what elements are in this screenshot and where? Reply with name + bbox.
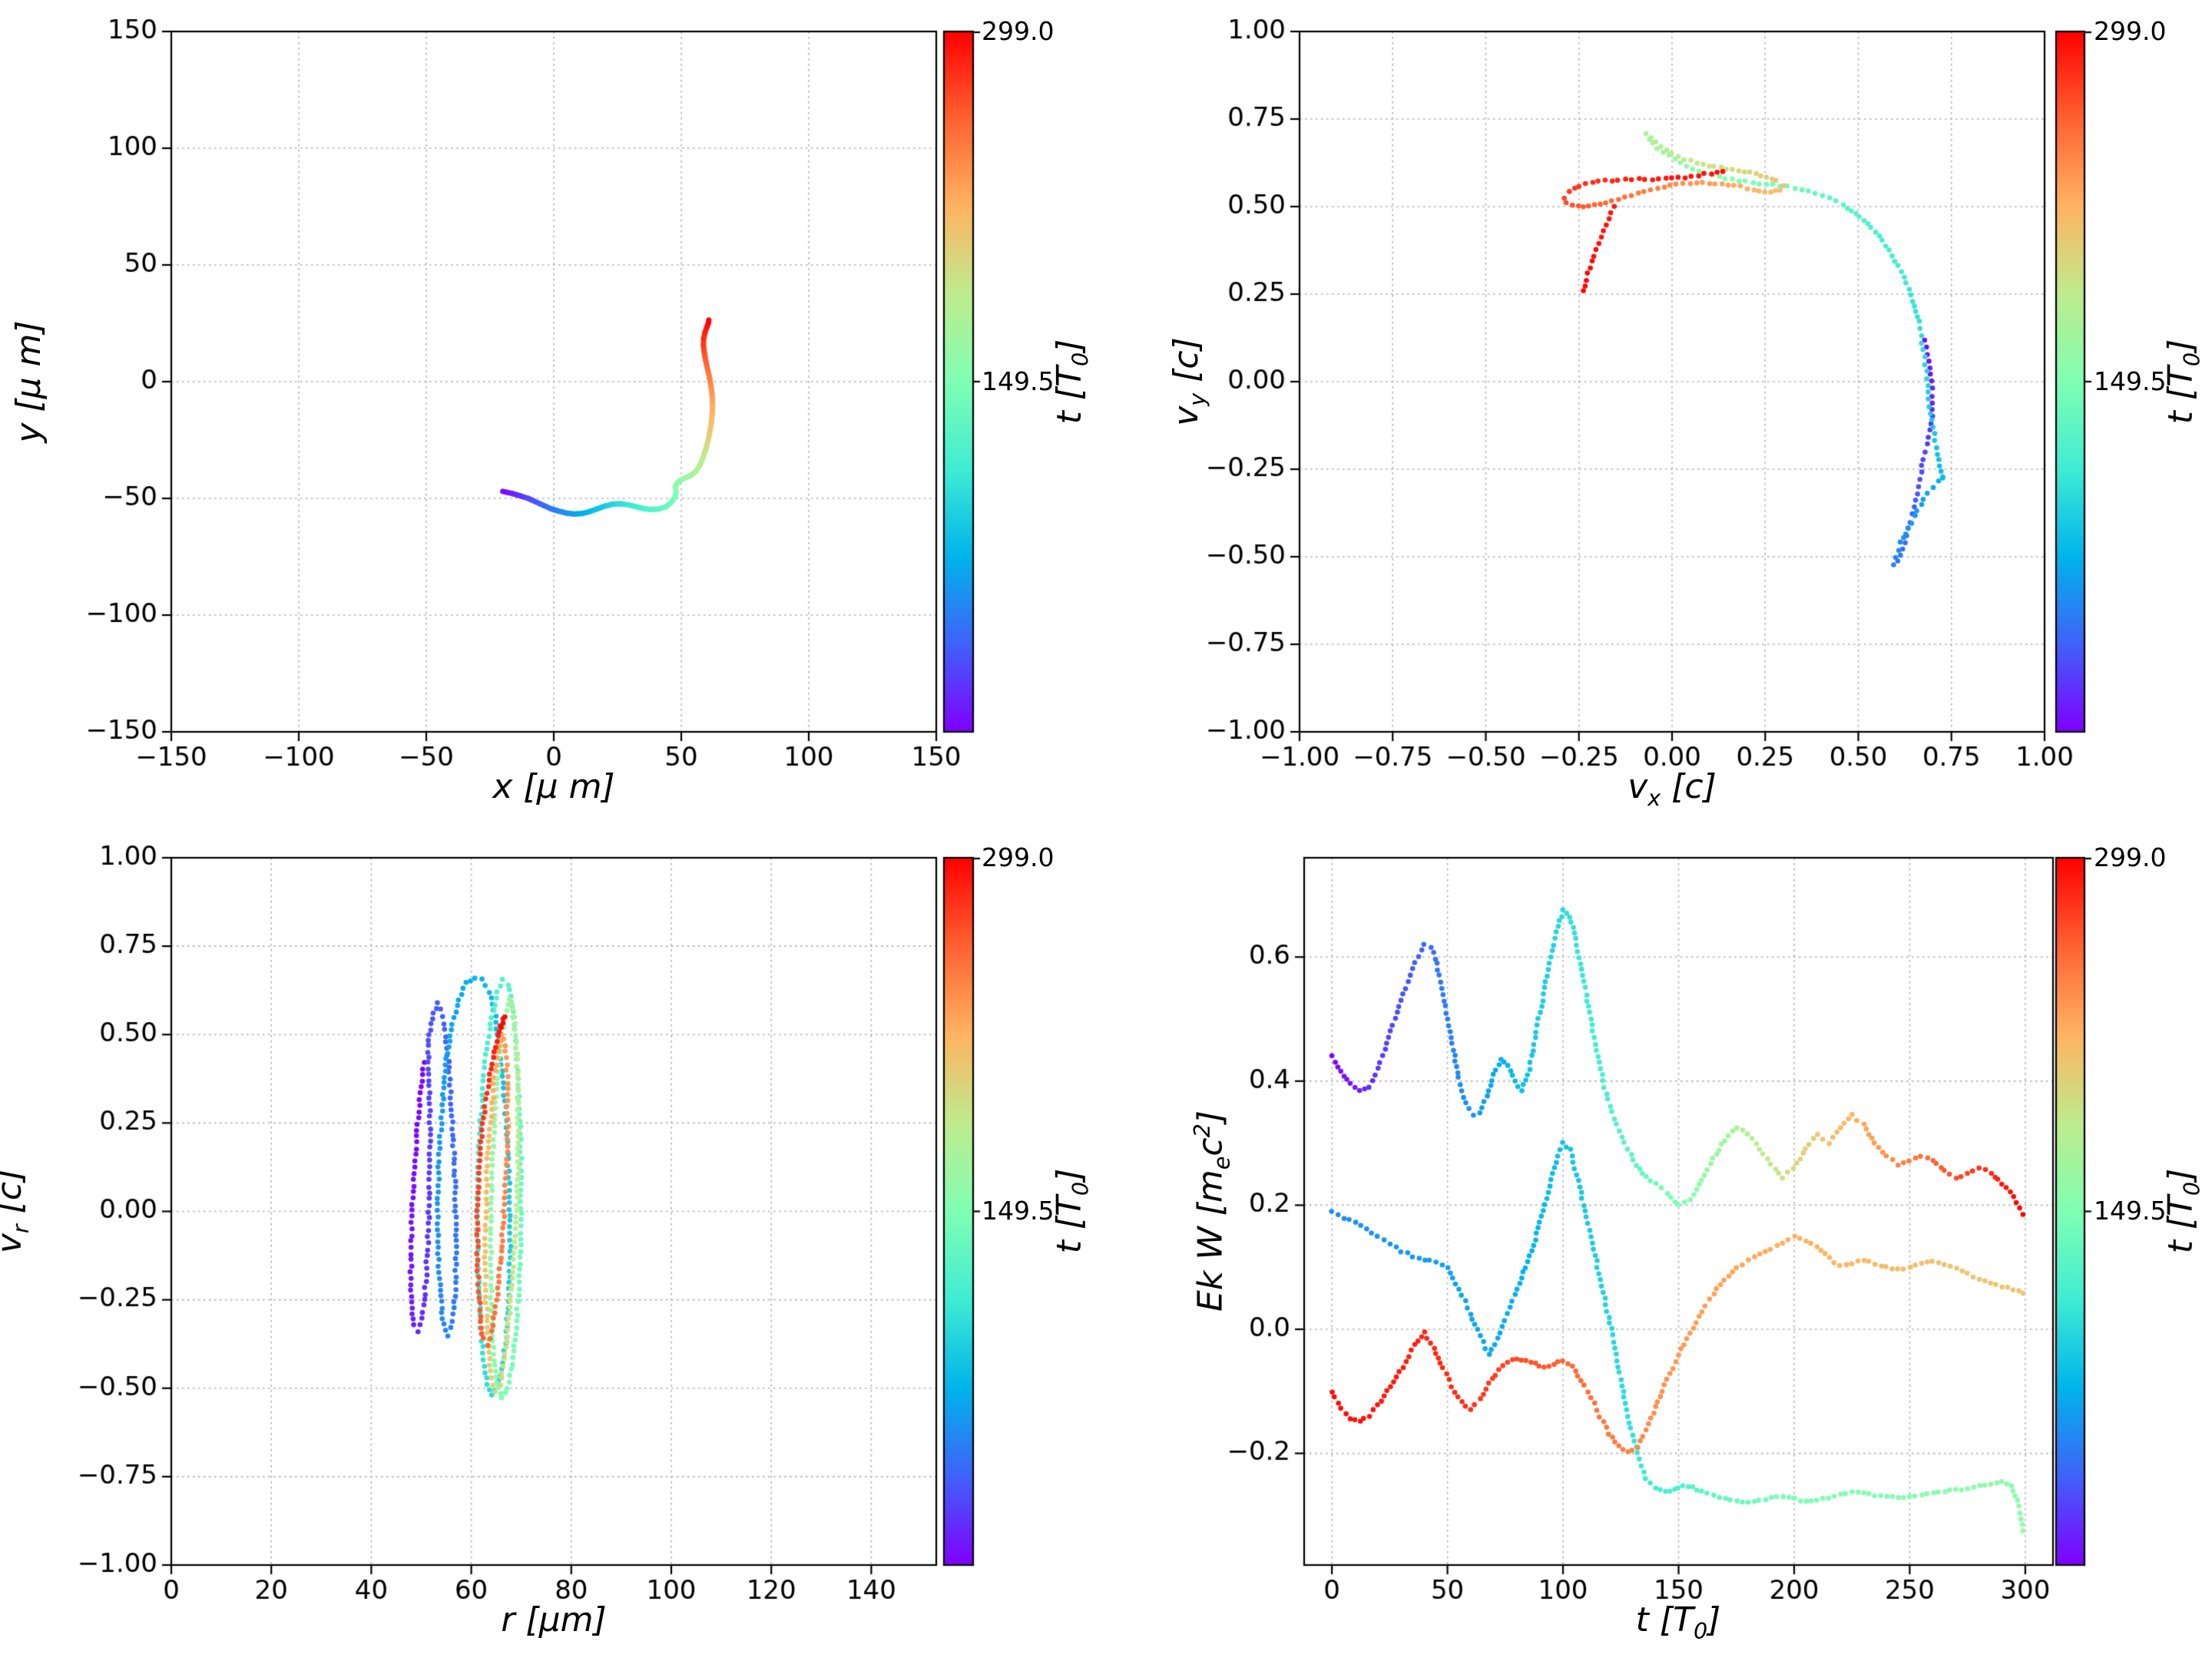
rvr-xlabel: r [μm] <box>501 1600 607 1640</box>
colorbar-max-tick: 299.0 <box>982 842 1055 872</box>
vxvy-ylabel: vy [c] <box>1166 337 1210 426</box>
colorbar-max-tick: 299.0 <box>982 16 1055 46</box>
colorbar-label: t [T0] <box>1049 1168 1094 1254</box>
xy-ylabel: y [μ m] <box>9 320 48 443</box>
colorbar-mid-tick: 149.5 <box>2094 1196 2167 1226</box>
colorbar-mid-tick: 149.5 <box>982 1196 1055 1226</box>
colorbar-max-tick: 299.0 <box>2094 16 2167 46</box>
colorbar-label: t [T0] <box>2161 1168 2205 1254</box>
colorbar-max-tick: 299.0 <box>2094 842 2167 872</box>
colorbar-mid-tick: 149.5 <box>2094 366 2167 396</box>
colorbar-mid-tick: 149.5 <box>982 366 1055 396</box>
vxvy-xlabel: vx [c] <box>1628 767 1717 811</box>
colorbar-label: t [T0] <box>1049 339 1094 425</box>
rvr-ylabel: vr [c] <box>0 1168 34 1253</box>
xy-xlabel: x [μ m] <box>492 767 615 806</box>
ekw-xlabel: t [T0] <box>1635 1600 1721 1644</box>
colorbar-label: t [T0] <box>2161 339 2205 425</box>
ekw-ylabel: Ek W [mec2] <box>1188 1110 1235 1312</box>
